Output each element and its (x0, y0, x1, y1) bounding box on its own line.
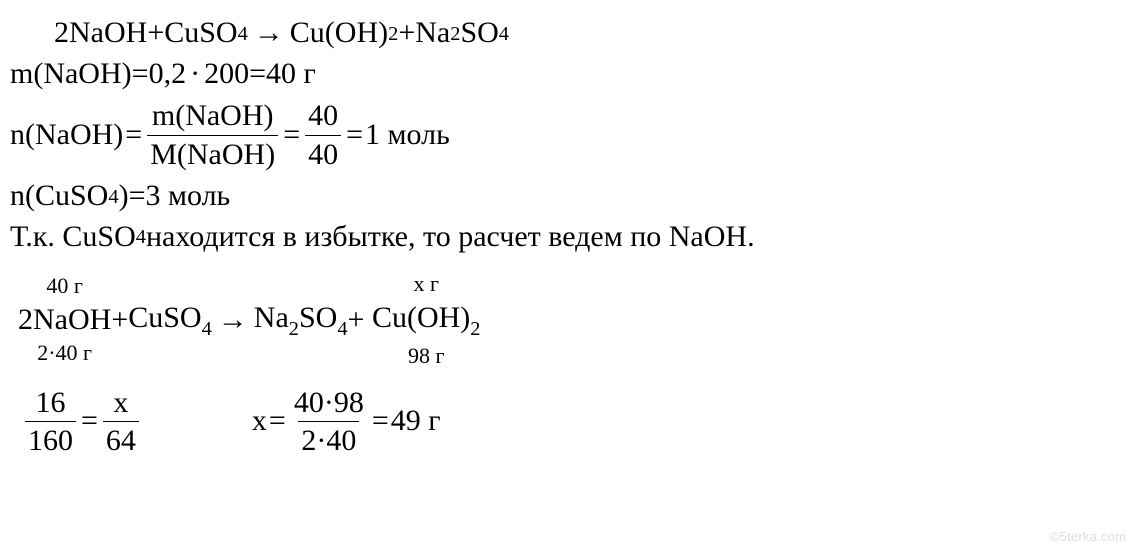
arrow-icon: . → . (212, 272, 254, 367)
text: Т.к. CuSO (10, 220, 136, 255)
fraction: 40 40 (305, 97, 341, 173)
moles-cuso4: n(CuSO4) = 3 моль (10, 179, 1140, 214)
excess-note: Т.к. CuSO4 находится в избытке, то расче… (10, 220, 1140, 255)
fraction-den: M(NaOH) (147, 135, 278, 174)
unit: моль (168, 179, 230, 214)
unit (296, 57, 304, 92)
species: SO (460, 16, 498, 51)
equals: = (267, 404, 288, 439)
watermark: ©5terka.com (1050, 530, 1126, 545)
species: NaOH (69, 16, 147, 51)
fraction-num: 40·98 (291, 384, 367, 422)
term-formula: Na2SO4 (254, 298, 348, 342)
unit: г (303, 57, 315, 92)
equals: = (370, 404, 391, 439)
value: 3 (145, 179, 160, 214)
subscript: 2 (388, 23, 398, 46)
subscript: 4 (238, 23, 248, 46)
equals: = (344, 118, 365, 153)
subscript: 4 (499, 23, 509, 46)
term-cuoh2: x г Cu(OH)2 98 г (372, 270, 481, 370)
coef: 2 (54, 16, 69, 51)
equals: = (129, 179, 146, 214)
annotation-above: 40 г (46, 272, 83, 300)
value: 40 (266, 57, 296, 92)
equals: = (79, 404, 100, 439)
subscript: 4 (108, 186, 118, 209)
equals: = (249, 57, 266, 92)
fraction-den: 2·40 (298, 421, 359, 460)
plus: . + . (348, 272, 365, 367)
unit (421, 404, 429, 439)
fraction-den: 160 (25, 421, 76, 460)
plus: + (147, 16, 164, 51)
solve-row: 16 160 = x 64 x = 40·98 2·40 = 49 г (10, 384, 1140, 460)
value: 1 (365, 118, 380, 153)
label: ) (119, 179, 129, 214)
fraction: 40·98 2·40 (291, 384, 367, 460)
equals: = (123, 118, 144, 153)
fraction-num: m(NaOH) (149, 97, 277, 135)
label: m(NaOH) (10, 57, 132, 92)
term-cuso4: . CuSO4 . (128, 270, 212, 370)
mult-dot: · (186, 57, 204, 92)
unit: моль (388, 118, 450, 153)
species: Na (415, 16, 450, 51)
term-formula: 2NaOH (18, 300, 111, 339)
term-formula: CuSO4 (128, 298, 212, 342)
fraction: m(NaOH) M(NaOH) (147, 97, 278, 173)
fraction-den: 64 (103, 421, 139, 460)
text: находится в избытке, то расчет ведем по … (146, 220, 755, 255)
unit: г (428, 404, 440, 439)
term-na2so4: . Na2SO4 . (254, 270, 348, 370)
annotated-reaction: 40 г 2NaOH 2·40 г . + . . CuSO4 . . → . … (10, 270, 1140, 370)
species: Cu(OH) (290, 16, 388, 51)
unit (160, 179, 168, 214)
unit (380, 118, 388, 153)
arrow-icon: → (248, 16, 290, 51)
value: 0,2 (149, 57, 187, 92)
equation-reaction-1: 2 NaOH + CuSO4 → Cu(OH)2 + Na2SO4 (10, 16, 1140, 51)
subscript: 2 (450, 23, 460, 46)
mass-naoh: m(NaOH) = 0,2 · 200 = 40 г (10, 57, 1140, 92)
solve-x: x = 40·98 2·40 = 49 г (252, 384, 441, 460)
plus: . + . (111, 272, 128, 367)
moles-naoh: n(NaOH) = m(NaOH) M(NaOH) = 40 40 = 1 мо… (10, 97, 1140, 173)
term-naoh: 40 г 2NaOH 2·40 г (18, 272, 111, 367)
annotation-below: 2·40 г (37, 339, 92, 367)
plus: + (398, 16, 415, 51)
label: n(NaOH) (10, 118, 123, 153)
fraction-num: 40 (305, 97, 341, 135)
variable: x (252, 404, 267, 439)
term-formula: Cu(OH)2 (372, 298, 481, 342)
proportion-left: 16 160 = x 64 (22, 384, 142, 460)
subscript: 4 (136, 226, 146, 249)
value: 49 (391, 404, 421, 439)
fraction-den: 40 (305, 135, 341, 174)
annotation-below: 98 г (408, 342, 445, 370)
value: 200 (204, 57, 249, 92)
fraction: 16 160 (25, 384, 76, 460)
equals: = (132, 57, 149, 92)
label: n(CuSO (10, 179, 108, 214)
fraction-num: 16 (33, 384, 69, 422)
species: CuSO (164, 16, 237, 51)
fraction-num: x (110, 384, 131, 422)
equals: = (281, 118, 302, 153)
annotation-above: x г (413, 270, 439, 298)
fraction: x 64 (103, 384, 139, 460)
